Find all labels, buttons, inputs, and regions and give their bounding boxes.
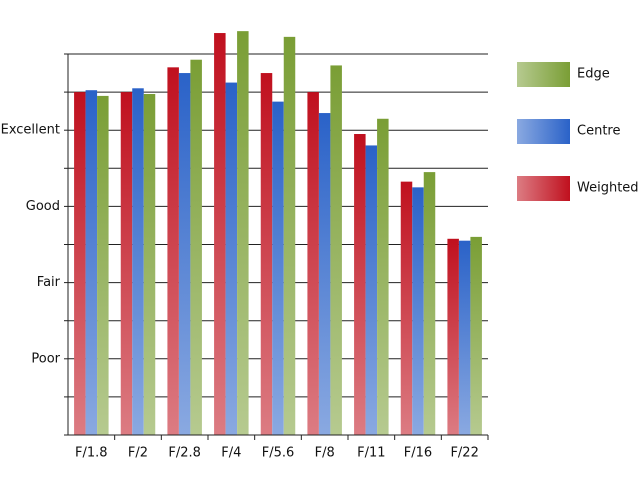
x-tick-label: F/11 <box>357 446 385 461</box>
bar <box>97 95 109 435</box>
y-tick-label: Good <box>26 199 60 214</box>
bar <box>225 82 238 435</box>
legend-swatch <box>517 176 570 201</box>
bar <box>260 73 273 436</box>
x-tick-label: F/16 <box>404 446 432 461</box>
bar <box>412 187 424 435</box>
bar <box>178 73 191 436</box>
bar <box>120 92 133 435</box>
bar <box>272 101 284 435</box>
bar <box>283 36 296 435</box>
x-tick-label: F/22 <box>450 446 478 461</box>
legend-swatch <box>517 119 570 144</box>
bar <box>458 240 471 435</box>
bar <box>74 92 86 435</box>
x-tick-label: F/1.8 <box>75 446 108 461</box>
legend-label: Centre <box>577 124 620 139</box>
bar <box>365 145 378 435</box>
bar <box>354 134 366 435</box>
bar <box>318 113 331 436</box>
bar <box>470 236 482 435</box>
bar <box>447 238 459 435</box>
legend-label: Edge <box>577 67 610 82</box>
bar <box>237 31 249 435</box>
x-tick-label: F/5.6 <box>262 446 295 461</box>
legend-swatch <box>517 62 570 87</box>
x-tick-label: F/2.8 <box>168 446 201 461</box>
y-tick-label: Poor <box>31 351 60 366</box>
x-tick-label: F/4 <box>221 446 241 461</box>
bar <box>132 88 144 435</box>
bar <box>330 65 342 436</box>
bar <box>167 67 179 436</box>
y-tick-label: Fair <box>37 275 61 290</box>
legend-label: Weighted <box>577 181 639 196</box>
y-tick-label: Excellent <box>1 123 60 138</box>
bar <box>85 90 98 435</box>
bar <box>377 118 389 436</box>
bar <box>214 33 226 436</box>
bar <box>307 92 319 435</box>
x-tick-label: F/2 <box>128 446 148 461</box>
bar <box>423 172 436 436</box>
bar <box>400 181 413 435</box>
bar <box>143 94 156 435</box>
x-tick-label: F/8 <box>315 446 335 461</box>
bar <box>190 59 202 436</box>
